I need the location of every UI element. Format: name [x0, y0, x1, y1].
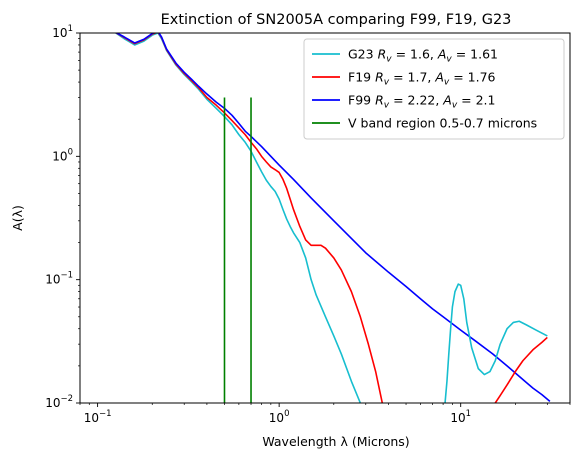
x-tick-label-2: 101: [450, 409, 471, 425]
y-axis-label: A(λ): [10, 205, 25, 231]
legend: G23 Rv = 1.6, Av = 1.61 F19 Rv = 1.7, Av …: [303, 38, 565, 140]
series-line-4: [494, 336, 548, 403]
legend-label-0: G23 Rv = 1.6, Av = 1.61: [348, 47, 498, 65]
x-axis-label: Wavelength λ (Microns): [262, 434, 409, 449]
legend-box: [303, 38, 565, 140]
series-line-3: [444, 283, 548, 403]
chart-title: Extinction of SN2005A comparing F99, F19…: [161, 12, 512, 28]
plot-area-frame: [79, 32, 571, 404]
legend-label-2: F99 Rv = 2.22, Av = 2.1: [348, 93, 496, 111]
y-tick-label-0: 10−2: [45, 394, 73, 410]
y-tick-label-3: 101: [52, 24, 73, 40]
x-tick-label-1: 100: [269, 409, 290, 425]
y-tick-label-2: 100: [52, 147, 73, 163]
x-tick-label-0: 10−1: [84, 409, 112, 425]
y-tick-label-1: 10−1: [45, 271, 73, 287]
legend-label-1: F19 Rv = 1.7, Av = 1.76: [348, 70, 496, 88]
series-line-2: [115, 33, 551, 403]
legend-label-3: V band region 0.5-0.7 microns: [348, 116, 537, 131]
lines-layer: [114, 33, 551, 403]
ticks-layer: 10−1 100 101 10−2 10−1 100 101: [45, 24, 571, 425]
